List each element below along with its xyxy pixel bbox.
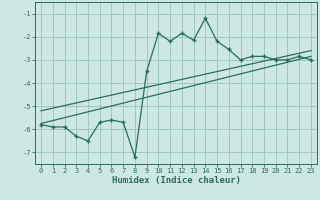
X-axis label: Humidex (Indice chaleur): Humidex (Indice chaleur) xyxy=(111,176,241,185)
